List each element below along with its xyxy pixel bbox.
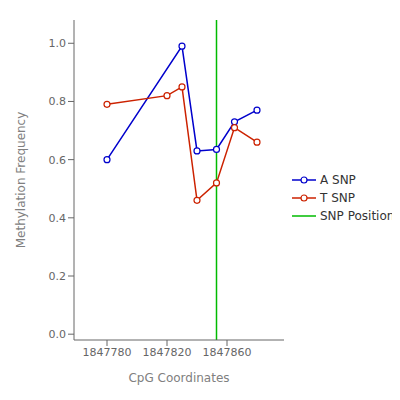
html-text:T SNP: T SNP [320,191,355,205]
svg-text:Methylation Frequency: Methylation Frequency [14,112,28,249]
svg-text:0.6: 0.6 [49,154,67,167]
html-text:A SNP: A SNP [320,173,356,187]
html-text:SNP Position: SNP Position [320,209,395,223]
svg-text:0.4: 0.4 [49,212,67,225]
svg-text:1847780: 1847780 [83,346,132,359]
svg-text:1847820: 1847820 [143,346,192,359]
svg-text:0.2: 0.2 [49,270,67,283]
svg-text:0.0: 0.0 [49,328,67,341]
svg-text:1847860: 1847860 [203,346,252,359]
svg-text:CpG Coordinates: CpG Coordinates [128,371,229,385]
svg-text:0.8: 0.8 [49,95,67,108]
svg-text:1.0: 1.0 [49,37,67,50]
